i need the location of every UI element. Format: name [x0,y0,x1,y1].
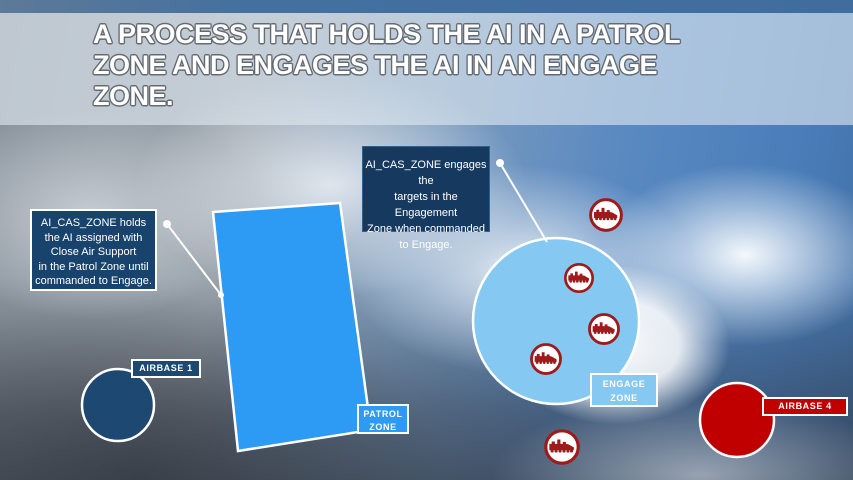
engage-callout-line [499,162,548,243]
patrol-callout-dot [163,220,171,228]
callout-text-line: in the Patrol Zone until [38,260,149,273]
engage-zone-label: ENGAGE ZONE [590,373,658,407]
callout-text-line: to Engage. [399,239,453,251]
airbase4-label: AIRBASE 4 [762,397,848,416]
slide-title: A PROCESS THAT HOLDS THE AI IN A PATROL … [93,19,813,112]
callout-text-line: Zone when commanded [366,223,485,235]
title-band [0,13,853,125]
callout-text-line: Close Air Support [50,246,137,259]
airbase1-shape [80,367,156,443]
patrol-callout-end-dot [218,292,224,298]
patrol-zone-shape [211,201,373,453]
patrol-callout-box: AI_CAS_ZONE holds the AI assigned with C… [30,209,157,291]
title-line: ZONE. [93,81,174,111]
callout-text-line: the AI assigned with [44,231,143,244]
tank-icon [544,429,580,465]
engage-callout-box: AI_CAS_ZONE engages the targets in the E… [362,146,490,251]
tank-icon [563,263,595,293]
label-line: ZONE [610,393,638,403]
sky-top-strip [0,0,853,13]
engage-zone-shape [471,236,641,406]
patrol-callout-line [166,223,222,296]
patrol-zone-label: PATROL ZONE [357,404,409,434]
tank-icon [589,198,623,232]
callout-text-line: targets in the Engagement [394,191,458,219]
tank-icon [530,343,562,375]
label-line: ENGAGE [602,379,646,389]
airbase1-label: AIRBASE 1 [131,359,201,378]
title-line: A PROCESS THAT HOLDS THE AI IN A PATROL [93,19,681,49]
callout-text-line: AI_CAS_ZONE holds [40,217,147,229]
callout-text-line: commanded to Engage. [35,275,152,288]
callout-text-line: AI_CAS_ZONE engages the [365,159,487,187]
label-line: ZONE [369,421,397,432]
engage-callout-dot [496,159,504,167]
tank-icon [588,313,620,345]
title-line: ZONE AND ENGAGES THE AI IN AN ENGAGE [93,50,658,80]
label-line: PATROL [363,409,403,419]
airbase4-shape [698,381,776,459]
